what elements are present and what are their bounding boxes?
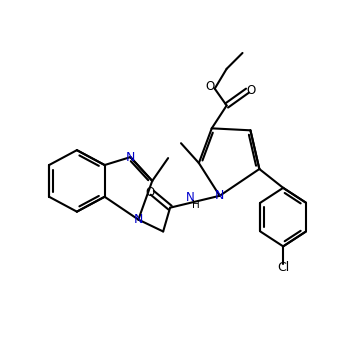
Text: N: N (134, 213, 143, 226)
Text: N: N (126, 151, 135, 164)
Text: O: O (146, 186, 155, 199)
Text: O: O (205, 80, 214, 93)
Text: N: N (186, 191, 194, 204)
Text: N: N (215, 189, 224, 202)
Text: H: H (192, 200, 200, 210)
Text: Cl: Cl (277, 261, 289, 274)
Text: O: O (247, 84, 256, 97)
